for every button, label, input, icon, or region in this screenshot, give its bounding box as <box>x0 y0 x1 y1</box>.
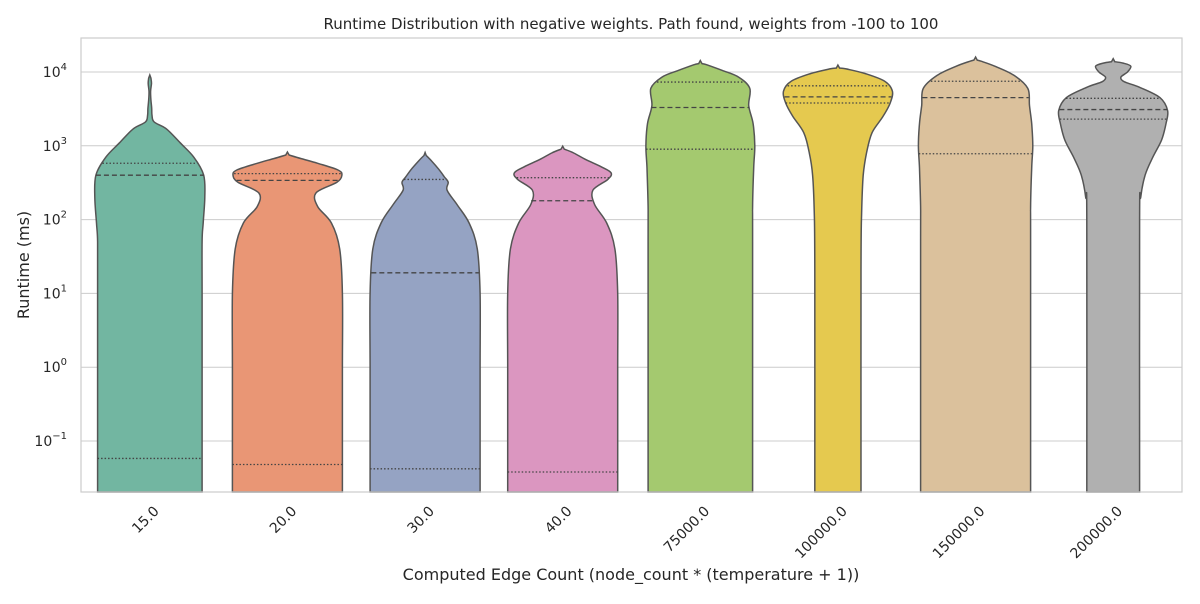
plot-frame <box>80 37 1183 493</box>
violin-150000.0 <box>917 55 1034 493</box>
violin-40.0 <box>506 144 619 493</box>
violin-30.0 <box>369 150 482 493</box>
violin-15.0 <box>93 72 206 493</box>
x-axis-label: Computed Edge Count (node_count * (tempe… <box>403 565 860 585</box>
violins <box>93 55 1169 493</box>
violin-20.0 <box>231 150 344 493</box>
violin-75000.0 <box>645 59 756 493</box>
violin-100000.0 <box>782 63 894 493</box>
chart-title: Runtime Distribution with negative weigh… <box>324 15 939 33</box>
violin-200000.0 <box>1057 57 1169 493</box>
y-axis-label: Runtime (ms) <box>14 211 33 319</box>
